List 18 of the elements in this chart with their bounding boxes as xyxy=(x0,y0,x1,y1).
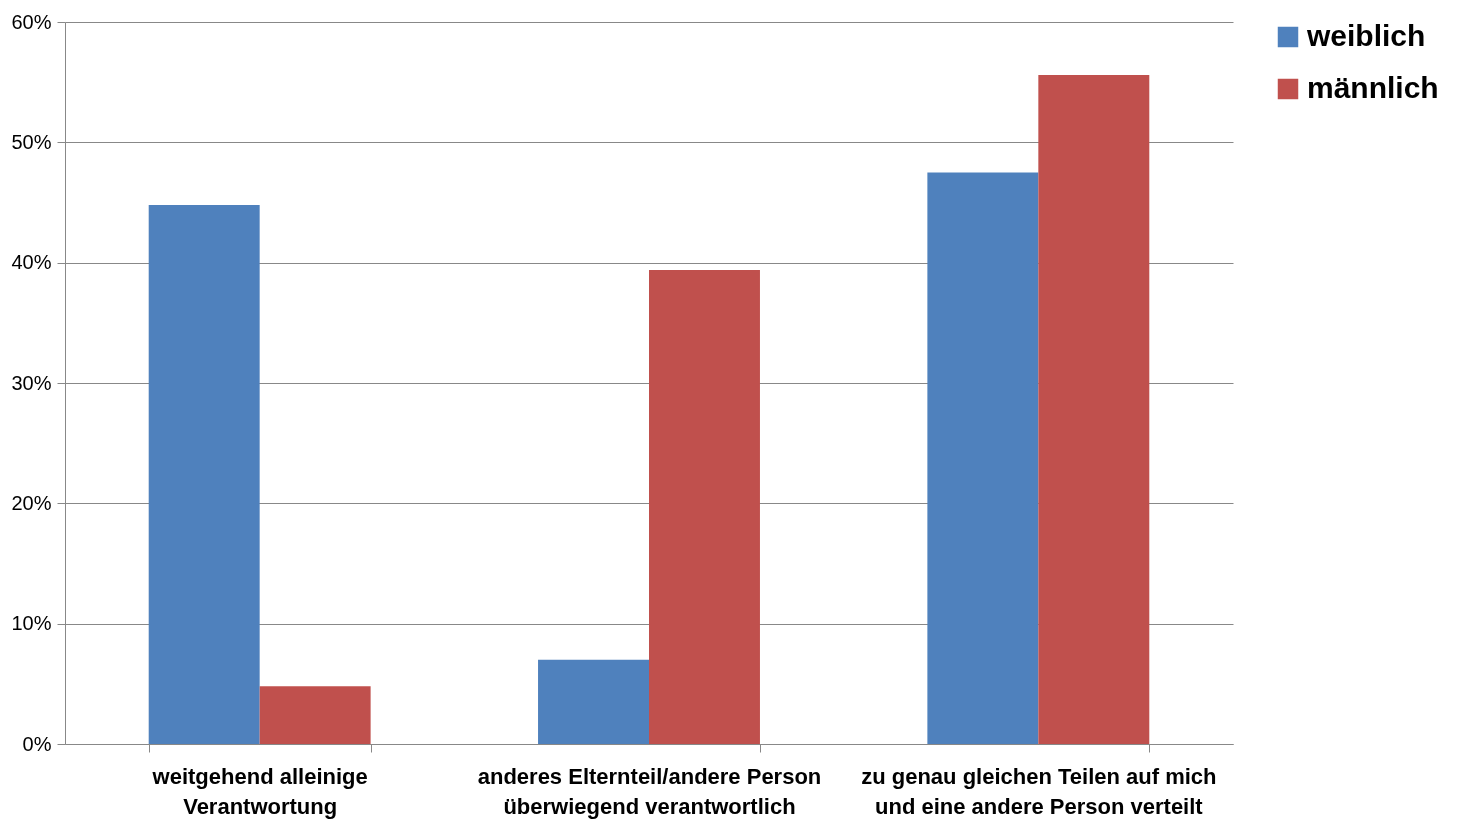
legend-label: männlich xyxy=(1307,71,1439,104)
y-tick-label: 20% xyxy=(11,491,52,514)
x-tick-label: anderes Elternteil/andere Person überwiegend verantwortlich xyxy=(477,763,822,819)
y-tick-label: 10% xyxy=(11,612,52,635)
bar xyxy=(1038,74,1150,744)
bar xyxy=(259,686,371,744)
x-tick-label: weitgehend alleinige Verantwortung xyxy=(151,763,368,819)
legend-label: weiblich xyxy=(1306,19,1426,52)
bar xyxy=(148,204,260,744)
y-tick-label: 30% xyxy=(11,371,52,394)
y-tick-label: 60% xyxy=(11,10,52,33)
x-tick-label: zu genau gleichen Teilen auf mich und eine andere Person verteilt xyxy=(861,763,1217,819)
y-tick-label: 50% xyxy=(11,130,52,153)
bar xyxy=(927,172,1039,744)
y-tick-label: 40% xyxy=(11,251,52,274)
bar xyxy=(649,269,760,744)
y-tick-label: 0% xyxy=(22,732,52,755)
bar xyxy=(538,659,649,744)
